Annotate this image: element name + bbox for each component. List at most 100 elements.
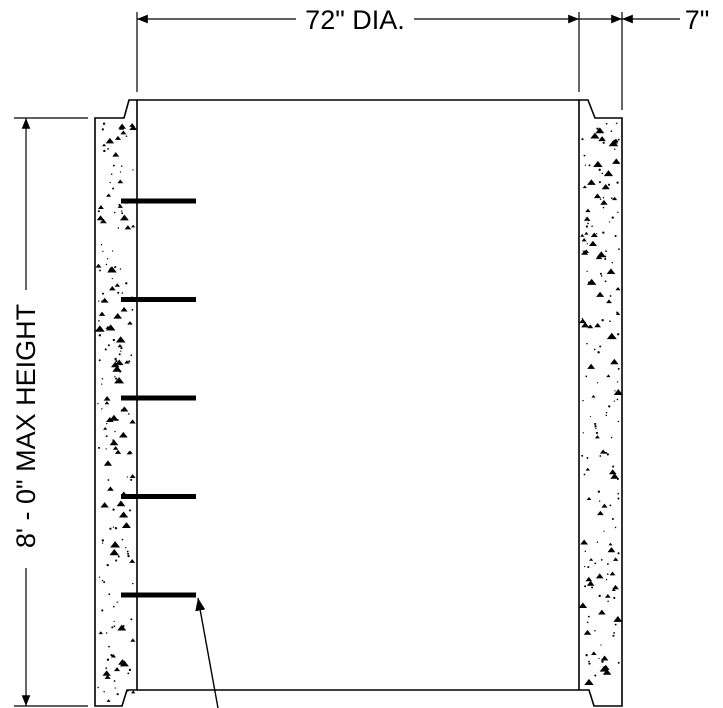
aggregate-speck [102,143,107,147]
diameter-label: 72" DIA. [305,5,405,35]
aggregate-speck [614,526,617,529]
aggregate-speck [119,268,122,270]
aggregate-speck [110,654,117,658]
aggregate-speck [601,503,608,508]
aggregate-speck [100,244,103,246]
aggregate-speck [600,558,603,561]
aggregate-speck [106,658,110,661]
aggregate-speck [606,563,609,565]
aggregate-speck [617,552,620,555]
aggregate-speck [600,275,603,277]
aggregate-speck [124,225,132,230]
aggregate-speck [111,250,114,252]
aggregate-speck [599,272,602,275]
aggregate-speck [113,620,115,622]
aggregate-speck [591,225,593,228]
aggregate-speck [609,571,616,576]
aggregate-speck [98,359,101,362]
aggregate-speck [596,382,599,384]
aggregate-speck [617,420,620,423]
aggregate-speck [118,123,126,129]
aggregate-speck [116,601,119,603]
aggregate-speck [587,179,596,185]
aggregate-speck [105,632,108,634]
aggregate-speck [116,693,119,696]
aggregate-speck [119,370,122,373]
aggregate-speck [587,222,589,225]
aggregate-speck [613,632,616,634]
aggregate-speck [97,686,99,689]
aggregate-speck [102,292,105,295]
aggregate-speck [602,669,612,675]
aggregate-speck [102,670,111,676]
aggregate-speck [131,308,134,311]
aggregate-speck [114,283,121,287]
aggregate-speck [618,248,620,251]
aggregate-speck [598,181,601,184]
aggregate-speck [111,626,114,629]
aggregate-speck [109,549,120,556]
aggregate-speck [113,266,116,269]
aggregate-speck [578,602,588,609]
aggregate-speck [98,334,102,337]
aggregate-speck [101,128,104,131]
aggregate-speck [110,541,121,548]
aggregate-speck [114,135,122,140]
aggregate-speck [131,224,136,228]
aggregate-speck [610,197,613,200]
aggregate-speck [591,394,596,398]
aggregate-speck [98,320,100,322]
aggregate-speck [614,148,616,150]
aggregate-speck [103,396,111,401]
aggregate-speck [615,287,621,291]
aggregate-speck [602,196,605,199]
aggregate-speck [583,249,590,253]
aggregate-speck [580,539,589,545]
aggregate-speck [101,539,105,542]
aggregate-speck [101,609,104,612]
aggregate-speck [107,344,110,347]
aggregate-speck [579,318,587,324]
aggregate-speck [610,358,619,365]
aggregate-speck [600,199,608,205]
aggregate-speck [105,137,115,144]
aggregate-speck [601,184,610,190]
aggregate-speck [108,645,110,648]
aggregate-speck [119,214,129,221]
aggregate-speck [98,300,100,302]
aggregate-speck [595,573,604,579]
aggregate-speck [594,674,597,677]
height-label: 8' - 0" MAX HEIGHT [11,304,41,548]
aggregate-speck [107,479,110,481]
ladder-steps [121,198,196,598]
aggregate-speck [121,210,123,212]
aggregate-speck [109,414,119,421]
aggregate-speck [112,605,115,608]
aggregate-speck [598,594,601,598]
aggregate-speck [599,449,607,454]
aggregate-speck [109,527,112,530]
aggregate-speck [109,181,111,184]
aggregate-speck [97,210,100,213]
aggregate-speck [597,490,601,493]
aggregate-speck [586,278,597,285]
aggregate-speck [112,338,115,342]
aggregate-speck [594,562,597,565]
aggregate-speck [594,425,597,428]
aggregate-speck [104,401,110,405]
aggregate-speck [602,231,605,234]
aggregate-speck [581,138,584,141]
aggregate-speck [101,579,104,582]
aggregate-speck [617,333,620,336]
aggregate-speck [580,234,585,237]
aggregate-speck [611,216,614,219]
aggregate-speck [616,477,619,481]
aggregate-speck [115,359,118,363]
aggregate-speck [127,690,129,692]
aggregate-speck [113,211,116,214]
aggregate-speck [589,558,594,561]
aggregate-speck [121,292,124,294]
aggregate-speck [117,344,123,348]
aggregate-speck [126,550,129,553]
aggregate-speck [584,550,587,552]
